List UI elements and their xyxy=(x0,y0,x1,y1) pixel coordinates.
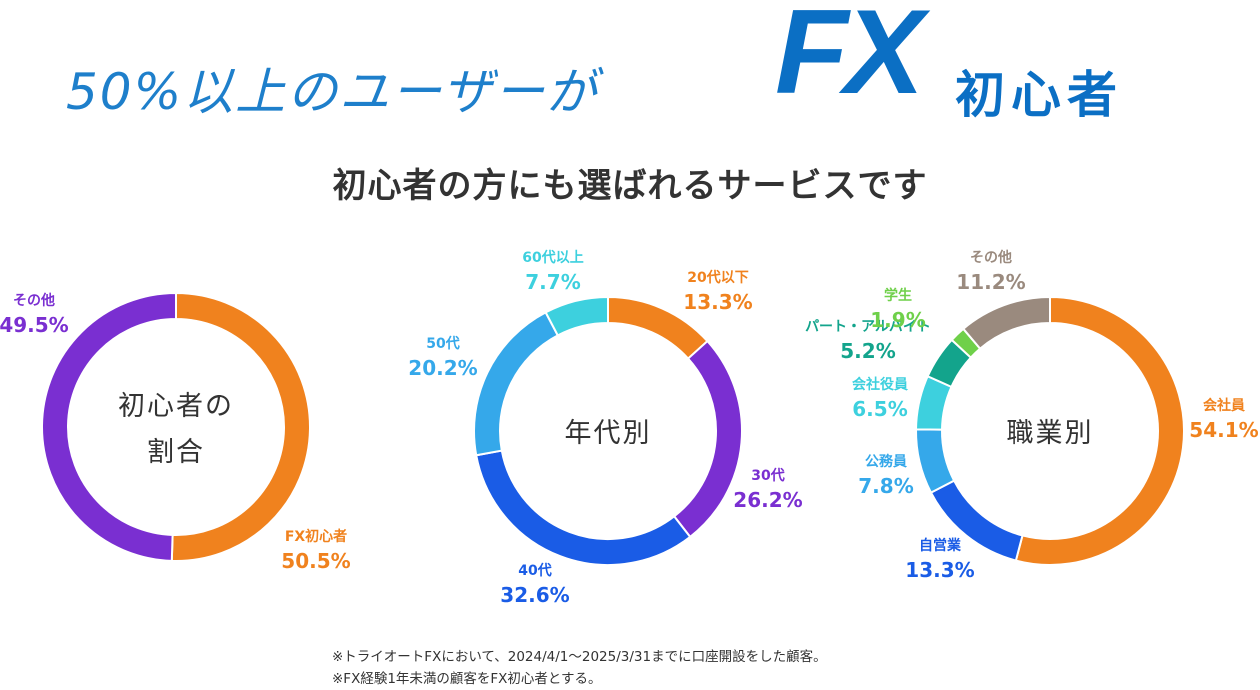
slice-value-label: 7.8% xyxy=(858,474,913,498)
slice-FX初心者 xyxy=(170,291,311,562)
slice-name-label: 50代 xyxy=(426,335,459,352)
center-label: 職業別 xyxy=(1007,418,1094,449)
slice-value-label: 5.2% xyxy=(840,339,895,363)
slice-40代 xyxy=(475,449,692,566)
slice-name-label: 公務員 xyxy=(865,453,907,470)
donut-chart-2: 20代以下 13.3% 30代 26.2% 40代 32.6% 50代 20.2% 60代以上 7… xyxy=(408,249,802,607)
slice-その他 xyxy=(961,295,1051,351)
slice-value-label: 49.5% xyxy=(0,313,69,337)
slice-value-label: 6.5% xyxy=(852,397,907,421)
slice-name-label: 40代 xyxy=(518,562,551,579)
slice-name-label: 会社役員 xyxy=(852,376,908,393)
footnotes: ※トライオートFXにおいて、2024/4/1～2025/3/31までに口座開設を… xyxy=(332,646,827,690)
slice-value-label: 26.2% xyxy=(733,488,802,512)
slice-name-label: 30代 xyxy=(751,467,784,484)
slice-value-label: 11.2% xyxy=(956,270,1025,294)
slice-30代 xyxy=(672,339,743,539)
slice-value-label: 20.2% xyxy=(408,356,477,380)
headline-fx: FX xyxy=(775,0,924,119)
footnote-1: ※トライオートFXにおいて、2024/4/1～2025/3/31までに口座開設を… xyxy=(332,649,827,665)
slice-name-label: 自営業 xyxy=(919,537,962,554)
footnote-2: ※FX経験1年未満の顧客をFX初心者とする。 xyxy=(332,671,602,687)
donut-chart-3: 会社員 54.1% 自営業 13.3% 公務員 7.8% 会社役員 6.5% パート・アルバイト… xyxy=(805,249,1259,582)
slice-50代 xyxy=(473,311,560,457)
slice-value-label: 13.3% xyxy=(683,290,752,314)
center-label: 初心者の xyxy=(118,391,234,422)
slice-name-label: その他 xyxy=(970,249,1012,266)
slice-name-label: パート・アルバイト xyxy=(805,319,931,335)
slice-name-label: FX初心者 xyxy=(285,528,347,545)
slice-会社員 xyxy=(1014,295,1185,566)
headline-main: 50%以上のユーザーが xyxy=(66,63,599,121)
center-label: 割合 xyxy=(147,437,205,468)
slice-value-label: 50.5% xyxy=(281,549,350,573)
subheadline: 初心者の方にも選ばれるサービスです xyxy=(332,166,928,206)
headline-tail: 初心者 xyxy=(955,66,1123,124)
slice-name-label: 学生 xyxy=(884,287,912,304)
slice-name-label: 20代以下 xyxy=(687,269,748,286)
slice-value-label: 13.3% xyxy=(905,558,974,582)
slice-60代以上 xyxy=(544,295,609,337)
slice-公務員 xyxy=(915,428,956,494)
slice-value-label: 7.7% xyxy=(525,270,580,294)
slice-その他 xyxy=(41,291,177,562)
headline: 50%以上のユーザーが FX 初心者 xyxy=(0,0,1260,140)
slice-name-label: 会社員 xyxy=(1203,397,1245,414)
slice-name-label: その他 xyxy=(13,292,55,309)
center-label: 年代別 xyxy=(565,418,652,449)
slice-value-label: 1.9% xyxy=(870,308,925,332)
slice-name-label: 60代以上 xyxy=(522,249,583,266)
slice-value-label: 32.6% xyxy=(500,583,569,607)
slice-value-label: 54.1% xyxy=(1189,418,1258,442)
